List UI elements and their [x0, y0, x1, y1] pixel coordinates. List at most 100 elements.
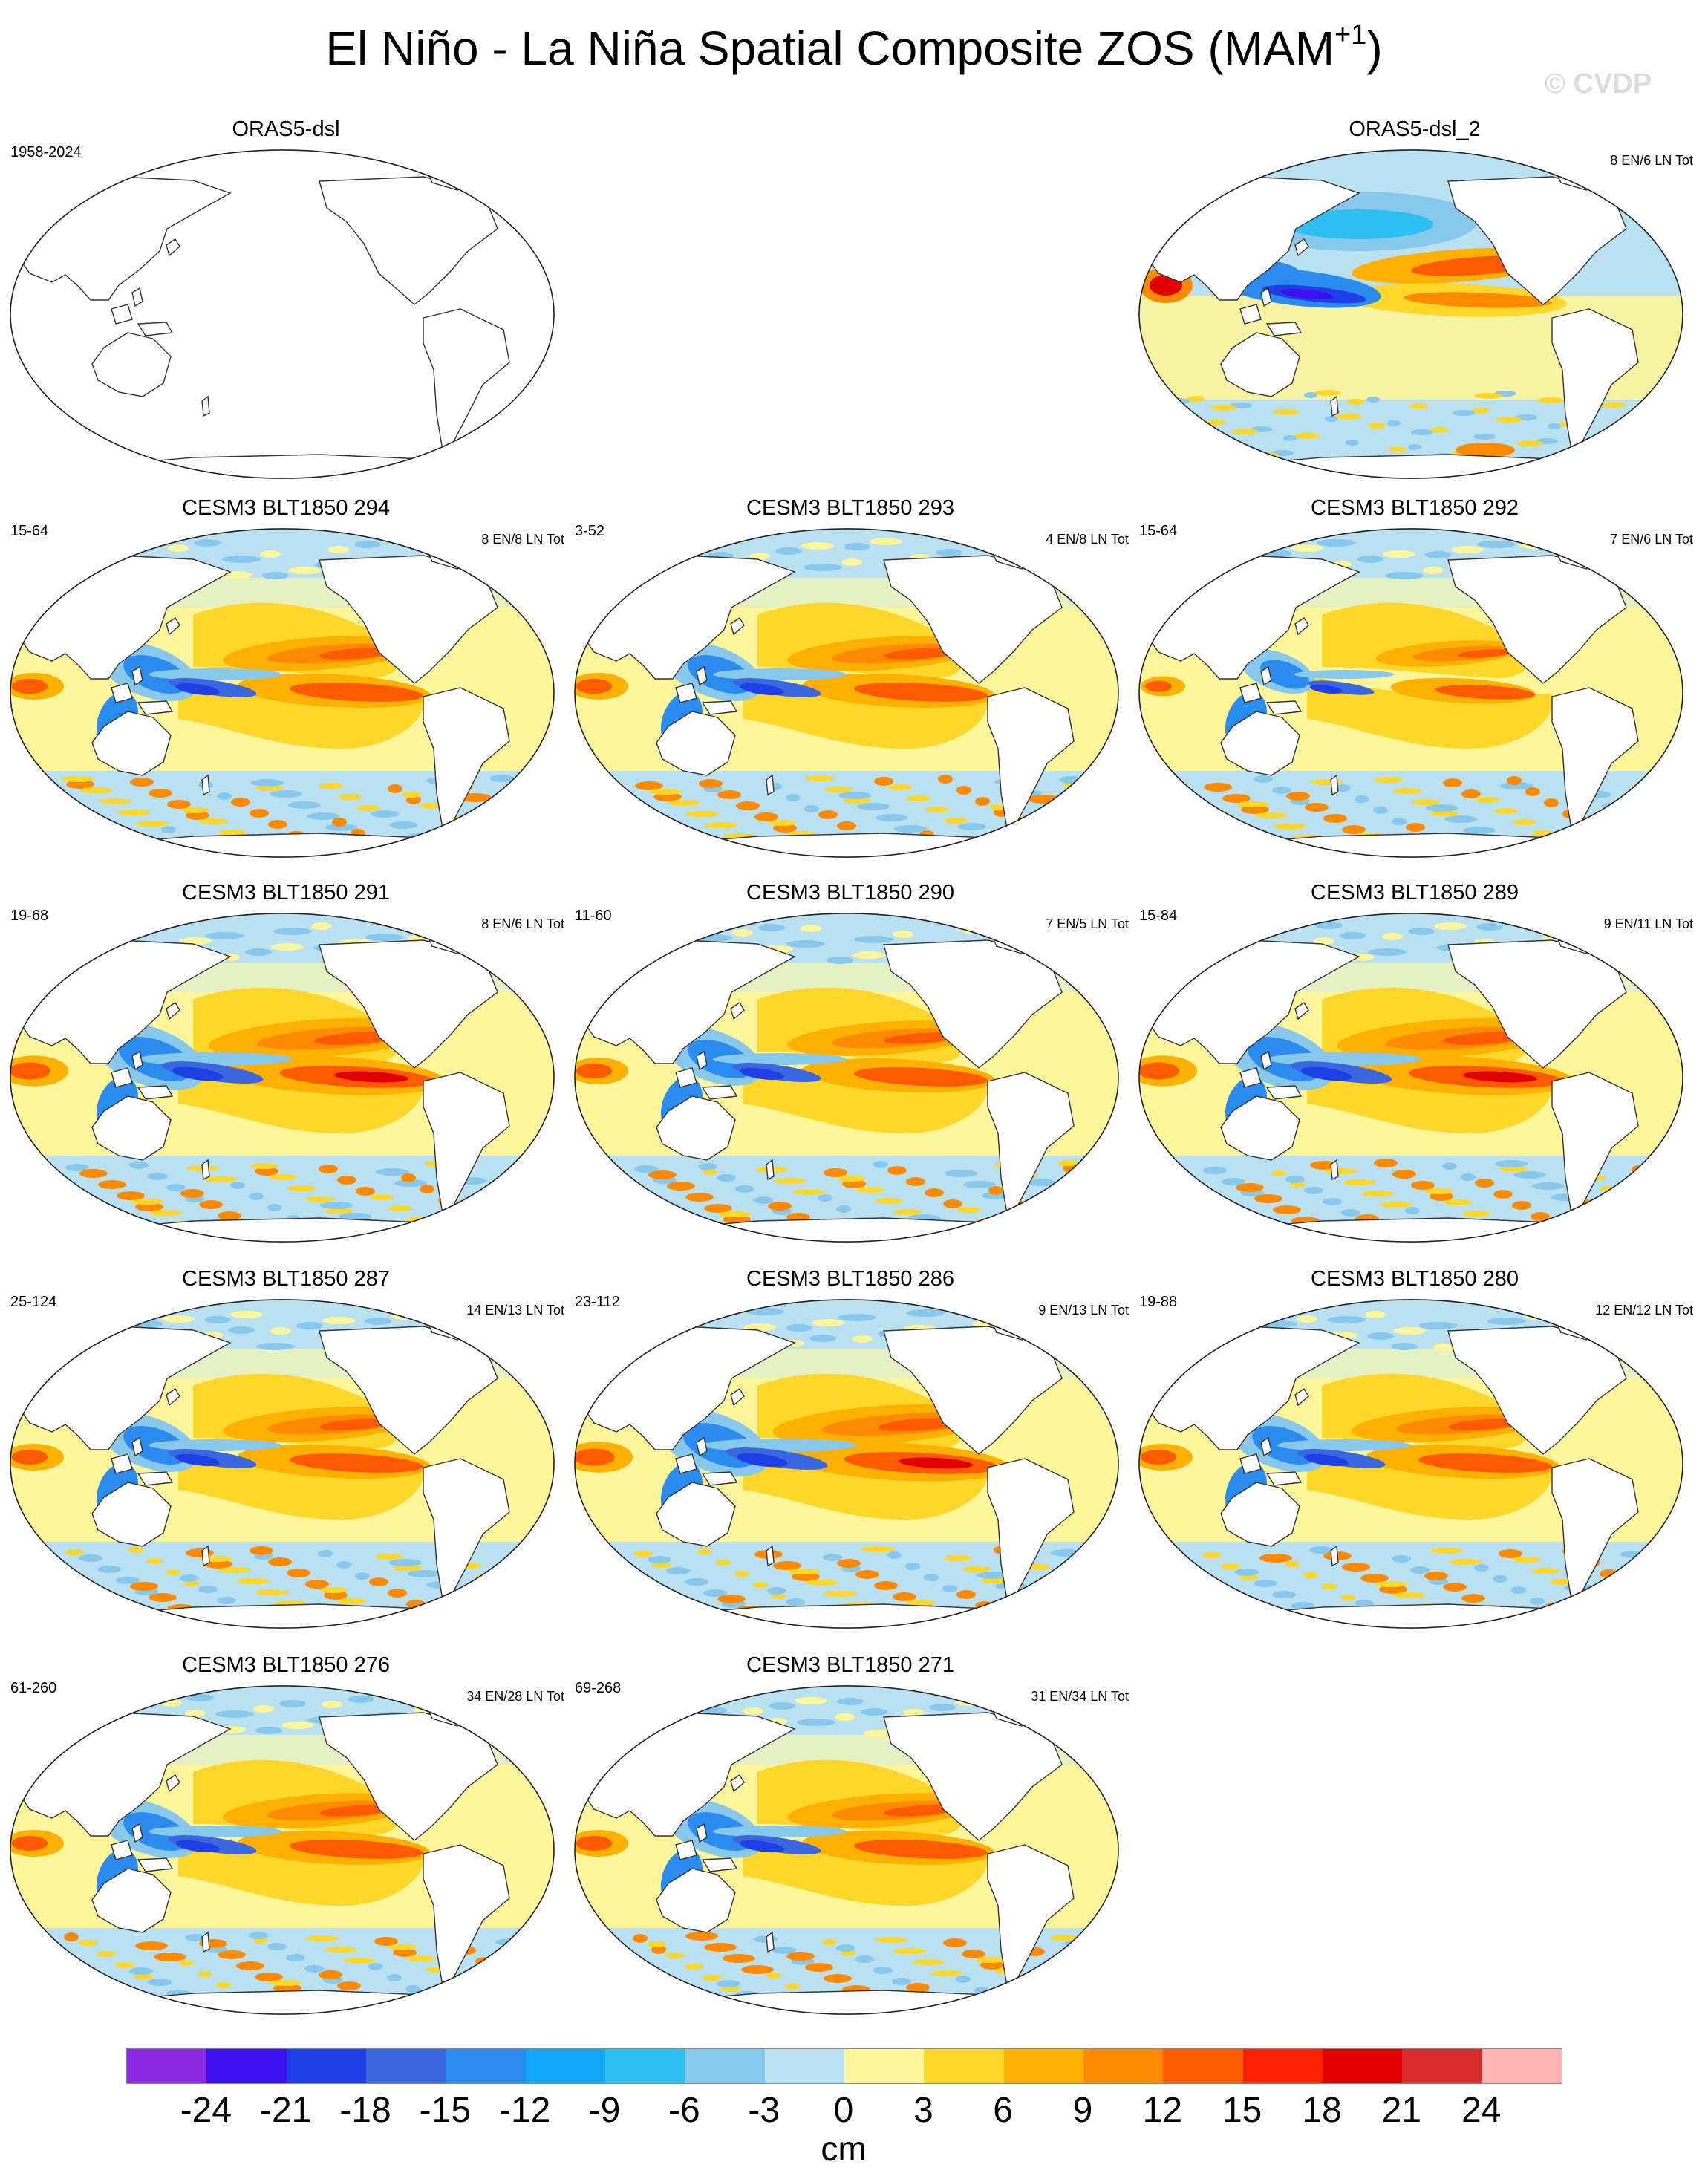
panel-title: CESM3 BLT1850 290	[746, 881, 954, 905]
colorbar-segment	[525, 2049, 605, 2083]
panel-years: 1958-2024	[10, 144, 82, 160]
map-panel: CESM3 BLT1850 293 3-52 4 EN/8 LN Tot	[572, 496, 1129, 860]
map-panel: CESM3 BLT1850 276 61-260 34 EN/28 LN Tot	[7, 1653, 564, 2017]
colorbar-tick-label: 21	[1381, 2091, 1422, 2130]
panel-years: 25-124	[10, 1294, 57, 1310]
map-panel: ORAS5-dsl 1958-2024	[7, 117, 564, 481]
figure-title: El Niño - La Niña Spatial Composite ZOS …	[325, 19, 1383, 75]
colorbar-tick-label: 6	[993, 2091, 1013, 2130]
map-panel: CESM3 BLT1850 291 19-68 8 EN/6 LN Tot	[7, 881, 564, 1245]
panel-event-counts: 7 EN/6 LN Tot	[1610, 532, 1693, 547]
map-panel: CESM3 BLT1850 271 69-268 31 EN/34 LN Tot	[572, 1653, 1129, 2017]
colorbar-segment	[446, 2049, 526, 2083]
colorbar-tick-label: 9	[1072, 2091, 1093, 2130]
world-map	[574, 1299, 1119, 1629]
colorbar-segment	[1402, 2049, 1482, 2083]
world-map	[10, 528, 555, 858]
colorbar-segment	[365, 2049, 446, 2083]
colorbar-segment	[1083, 2049, 1164, 2083]
panel-years: 23-112	[575, 1294, 620, 1310]
colorbar-segment	[1322, 2049, 1403, 2083]
panel-event-counts: 4 EN/8 LN Tot	[1046, 532, 1129, 547]
map-panel: CESM3 BLT1850 286 23-112 9 EN/13 LN Tot	[572, 1267, 1129, 1631]
colorbar-segment	[286, 2049, 366, 2083]
panel-title: CESM3 BLT1850 287	[182, 1267, 390, 1291]
colorbar-segment	[604, 2049, 685, 2083]
panel-title: CESM3 BLT1850 276	[182, 1653, 390, 1677]
colorbar	[126, 2048, 1562, 2084]
colorbar-tick-label: 3	[913, 2091, 933, 2130]
colorbar-segment	[206, 2049, 287, 2083]
colorbar-segment	[764, 2049, 844, 2083]
panel-years: 61-260	[10, 1680, 57, 1696]
panel-years: 15-84	[1139, 908, 1178, 924]
panel-title: CESM3 BLT1850 292	[1311, 496, 1519, 520]
panel-event-counts: 12 EN/12 LN Tot	[1595, 1303, 1693, 1318]
colorbar-tick-label: -21	[259, 2091, 312, 2130]
panel-title: CESM3 BLT1850 280	[1311, 1267, 1519, 1291]
panel-years: 11-60	[575, 908, 612, 924]
panel-event-counts: 31 EN/34 LN Tot	[1031, 1689, 1129, 1704]
world-map	[574, 528, 1119, 858]
panel-title: CESM3 BLT1850 291	[182, 881, 390, 905]
world-map	[574, 913, 1119, 1243]
panel-title: CESM3 BLT1850 289	[1311, 881, 1519, 905]
colorbar-segment	[127, 2049, 207, 2083]
colorbar-tick-label: 12	[1142, 2091, 1183, 2130]
panel-title: CESM3 BLT1850 286	[746, 1267, 954, 1291]
map-panel: CESM3 BLT1850 280 19-88 12 EN/12 LN Tot	[1136, 1267, 1693, 1631]
world-map	[1138, 149, 1683, 479]
colorbar-tick-label: 18	[1302, 2091, 1342, 2130]
map-panel: CESM3 BLT1850 292 15-64 7 EN/6 LN Tot	[1136, 496, 1693, 860]
world-map	[10, 149, 555, 479]
panel-title: CESM3 BLT1850 293	[746, 496, 954, 520]
colorbar-tick-label: 0	[833, 2091, 854, 2130]
panel-event-counts: 8 EN/6 LN Tot	[481, 916, 564, 931]
colorbar-tick-label: -15	[419, 2091, 472, 2130]
map-panel: CESM3 BLT1850 289 15-84 9 EN/11 LN Tot	[1136, 881, 1693, 1245]
colorbar-tick-label: -18	[339, 2091, 391, 2130]
cvdp-watermark: © CVDP	[1545, 68, 1652, 100]
map-panel: CESM3 BLT1850 290 11-60 7 EN/5 LN Tot	[572, 881, 1129, 1245]
panel-event-counts: 14 EN/13 LN Tot	[466, 1303, 564, 1318]
colorbar-segment	[924, 2049, 1004, 2083]
panel-years: 3-52	[575, 523, 605, 539]
panel-event-counts: 9 EN/13 LN Tot	[1038, 1303, 1129, 1318]
world-map	[10, 1685, 555, 2015]
world-map	[10, 1299, 555, 1629]
colorbar-tick-label: -9	[588, 2091, 621, 2130]
colorbar-tick-label: 24	[1461, 2091, 1502, 2130]
world-map	[1138, 913, 1683, 1243]
panel-title: CESM3 BLT1850 294	[182, 496, 390, 520]
colorbar-tick-label: 15	[1222, 2091, 1262, 2130]
panel-event-counts: 34 EN/28 LN Tot	[466, 1689, 564, 1704]
panel-years: 15-64	[10, 523, 49, 539]
colorbar-unit: cm	[821, 2129, 867, 2168]
map-panel: ORAS5-dsl_2 8 EN/6 LN Tot	[1136, 117, 1693, 481]
colorbar-segment	[844, 2049, 925, 2083]
panel-years: 19-88	[1139, 1294, 1178, 1310]
colorbar-tick-label: -24	[180, 2091, 232, 2130]
world-map	[1138, 528, 1683, 858]
world-map	[10, 913, 555, 1243]
colorbar-segment	[685, 2049, 765, 2083]
colorbar-segment	[1242, 2049, 1323, 2083]
panel-event-counts: 8 EN/6 LN Tot	[1610, 153, 1693, 168]
panel-years: 15-64	[1139, 523, 1178, 539]
panel-event-counts: 8 EN/8 LN Tot	[481, 532, 564, 547]
colorbar-segment	[1163, 2049, 1243, 2083]
panel-title: ORAS5-dsl	[232, 117, 340, 141]
panel-years: 69-268	[575, 1680, 622, 1696]
panel-event-counts: 7 EN/5 LN Tot	[1046, 916, 1129, 931]
map-panel: CESM3 BLT1850 287 25-124 14 EN/13 LN Tot	[7, 1267, 564, 1631]
world-map	[1138, 1299, 1683, 1629]
panel-title: ORAS5-dsl_2	[1349, 117, 1481, 141]
map-panel: CESM3 BLT1850 294 15-64 8 EN/8 LN Tot	[7, 496, 564, 860]
panel-years: 19-68	[10, 908, 49, 924]
panel-title: CESM3 BLT1850 271	[746, 1653, 954, 1677]
world-map	[574, 1685, 1119, 2015]
colorbar-tick-label: -3	[748, 2091, 780, 2130]
colorbar-segment	[1482, 2049, 1562, 2083]
colorbar-segment	[1003, 2049, 1083, 2083]
panel-event-counts: 9 EN/11 LN Tot	[1603, 916, 1693, 931]
